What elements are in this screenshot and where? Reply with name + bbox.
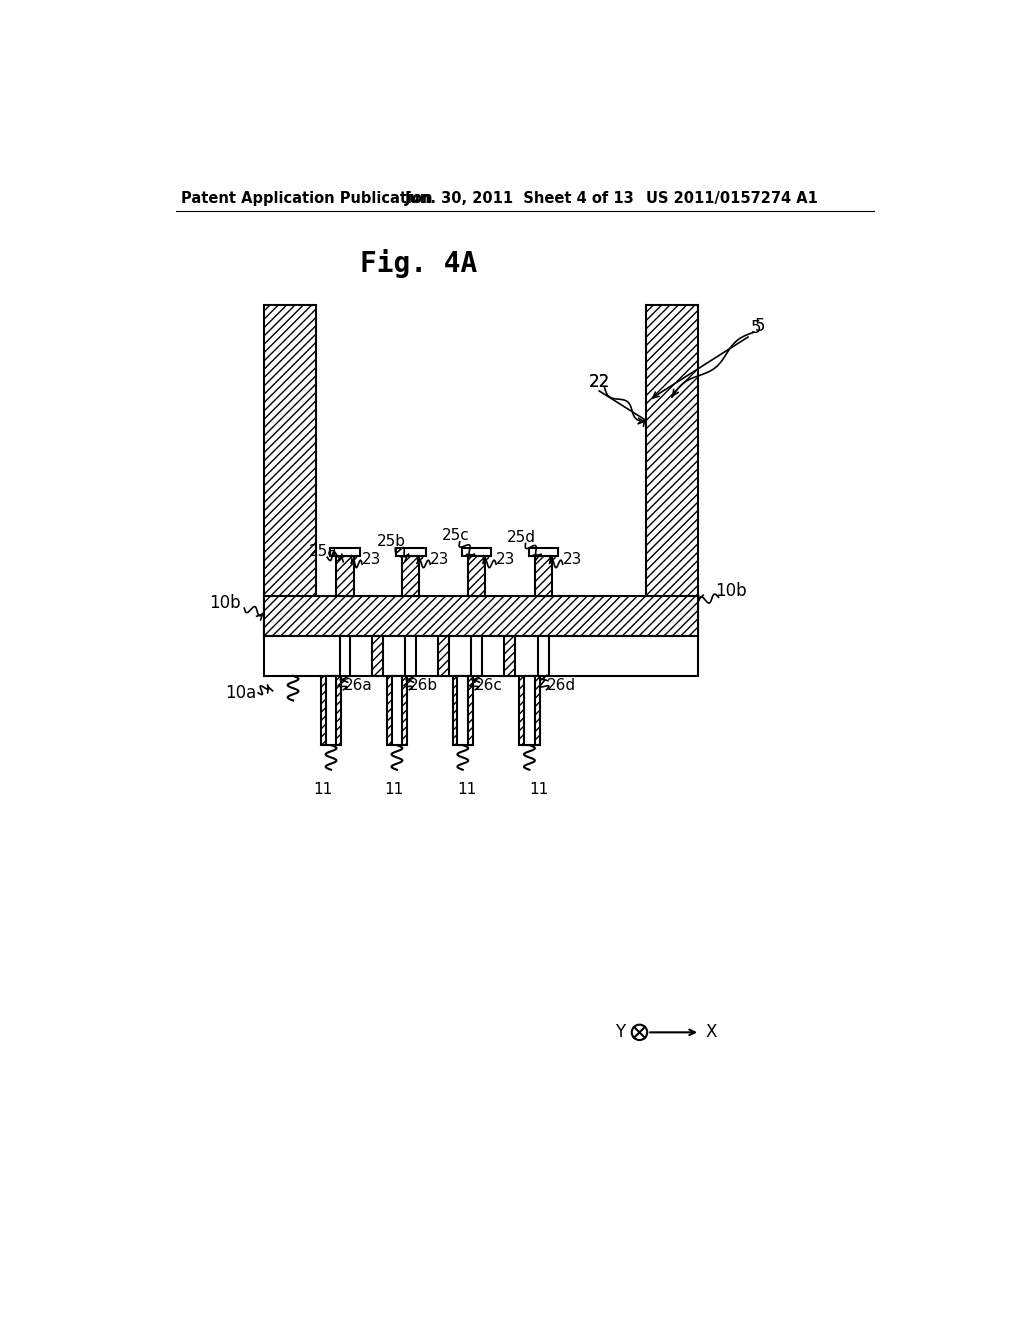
- Bar: [263, 305, 316, 636]
- Bar: [458, 676, 468, 744]
- Text: 11: 11: [457, 781, 476, 797]
- Text: 11: 11: [313, 781, 333, 797]
- Bar: [538, 636, 549, 676]
- Bar: [524, 676, 535, 744]
- Bar: [337, 556, 353, 595]
- Text: 23: 23: [563, 552, 583, 568]
- Text: X: X: [706, 1023, 717, 1041]
- Bar: [406, 636, 417, 676]
- Bar: [471, 636, 482, 676]
- Text: Fig. 4A: Fig. 4A: [360, 249, 478, 279]
- Bar: [453, 676, 473, 744]
- Bar: [438, 636, 449, 676]
- Text: 22: 22: [589, 372, 610, 391]
- Bar: [519, 676, 540, 744]
- Bar: [263, 595, 698, 636]
- Text: 25d: 25d: [507, 529, 537, 545]
- Text: 23: 23: [430, 552, 450, 568]
- Text: Patent Application Publication: Patent Application Publication: [180, 191, 432, 206]
- Bar: [462, 548, 492, 556]
- Text: 23: 23: [496, 552, 515, 568]
- Text: 22: 22: [589, 372, 610, 391]
- Bar: [331, 548, 359, 556]
- Bar: [646, 305, 698, 636]
- Text: 26d: 26d: [547, 677, 575, 693]
- Text: US 2011/0157274 A1: US 2011/0157274 A1: [646, 191, 817, 206]
- Bar: [372, 636, 383, 676]
- Bar: [391, 676, 402, 744]
- Text: Jun. 30, 2011  Sheet 4 of 13: Jun. 30, 2011 Sheet 4 of 13: [404, 191, 635, 206]
- Text: Y: Y: [615, 1023, 626, 1041]
- Text: 26a: 26a: [343, 677, 372, 693]
- Text: 10a: 10a: [224, 684, 256, 701]
- Text: 25b: 25b: [377, 535, 406, 549]
- Text: 5: 5: [755, 317, 765, 335]
- Bar: [396, 548, 426, 556]
- Text: 10b: 10b: [715, 582, 746, 601]
- Text: 26c: 26c: [475, 677, 503, 693]
- Bar: [387, 676, 407, 744]
- Text: 23: 23: [362, 552, 381, 568]
- Bar: [326, 676, 337, 744]
- Text: 10b: 10b: [209, 594, 241, 612]
- Text: 26b: 26b: [410, 677, 438, 693]
- Bar: [340, 636, 350, 676]
- Bar: [402, 556, 420, 595]
- Bar: [528, 548, 558, 556]
- Text: 5: 5: [751, 319, 761, 337]
- Text: 25a: 25a: [309, 544, 338, 558]
- Bar: [504, 636, 515, 676]
- Bar: [321, 676, 341, 744]
- Bar: [535, 556, 552, 595]
- Bar: [468, 556, 485, 595]
- Bar: [263, 636, 698, 676]
- Text: 11: 11: [384, 781, 403, 797]
- Text: 11: 11: [529, 781, 549, 797]
- Text: 25c: 25c: [442, 528, 470, 544]
